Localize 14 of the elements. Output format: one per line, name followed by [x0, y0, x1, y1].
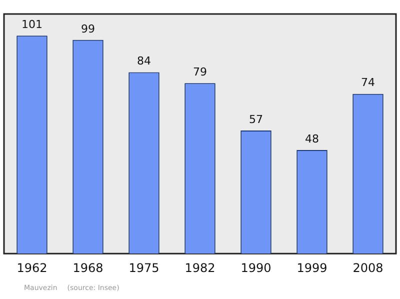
x-tick-label: 1962 [16, 260, 48, 275]
data-label: 48 [305, 132, 319, 146]
data-label: 84 [137, 54, 151, 68]
data-label: 99 [81, 22, 95, 36]
x-tick-label: 1999 [296, 260, 328, 275]
data-label: 57 [249, 112, 263, 126]
data-label: 74 [361, 76, 375, 90]
data-label: 101 [22, 18, 42, 31]
x-tick-label: 1982 [184, 260, 216, 275]
data-label: 79 [193, 65, 207, 78]
x-tick-label: 1968 [72, 260, 104, 275]
x-tick-label: 1975 [128, 260, 160, 275]
x-tick-label: 2008 [352, 260, 384, 275]
x-tick-label: 1990 [240, 260, 272, 275]
